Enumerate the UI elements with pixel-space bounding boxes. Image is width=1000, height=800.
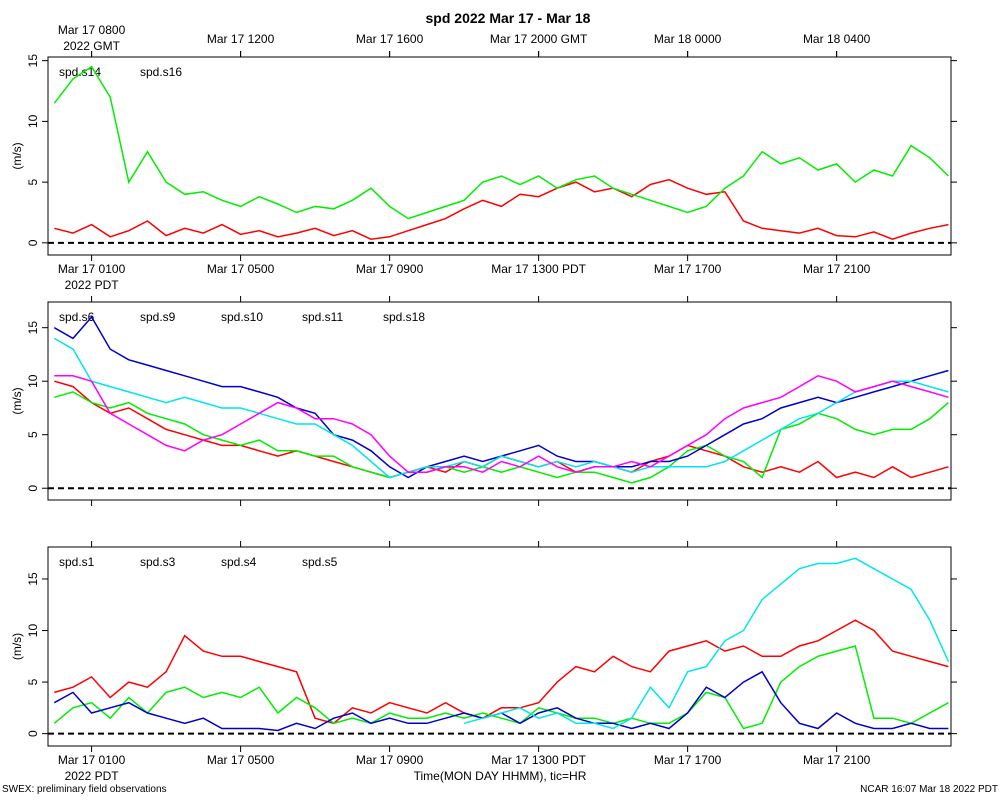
page-title: spd 2022 Mar 17 - Mar 18: [426, 10, 591, 26]
y-tick-label: 5: [26, 678, 40, 685]
series-line: [53, 315, 949, 479]
series-line: [53, 645, 949, 730]
series-line: [54, 178, 949, 240]
x-tick-label: Mar 17 0900: [356, 753, 424, 767]
y-axis-label: (m/s): [10, 633, 24, 660]
series-line: [53, 337, 949, 479]
y-tick-label: 5: [26, 431, 40, 438]
x2-tick-label: Mar 17 1200: [207, 32, 275, 46]
y-tick-label: 10: [26, 374, 40, 388]
y-tick-label: 10: [26, 624, 40, 638]
y-tick-label: 15: [26, 321, 40, 335]
legend-entry: spd.s4: [221, 555, 257, 569]
x2-axis-sublabel: 2022 GMT: [63, 39, 120, 53]
legend-entry: spd.s9: [140, 310, 176, 324]
legend-entry: spd.s3: [140, 555, 176, 569]
y-tick-label: 15: [26, 54, 40, 68]
legend-entry: spd.s5: [302, 555, 338, 569]
x2-tick-label: Mar 17 0800: [58, 23, 126, 37]
y-axis-label: (m/s): [10, 387, 24, 414]
x-tick-label: Mar 17 1300 PDT: [491, 262, 586, 276]
series-line: [54, 619, 949, 725]
y-tick-label: 15: [26, 572, 40, 586]
series-line: [54, 380, 949, 479]
plot-frame: [47, 56, 952, 256]
legend-entry: spd.s11: [302, 310, 343, 324]
series-line: [53, 670, 949, 732]
y-tick-label: 0: [26, 730, 40, 737]
x-tick-label: Mar 17 1700: [654, 753, 722, 767]
x-tick-label: Mar 17 2100: [803, 753, 871, 767]
x2-tick-label: Mar 17 1600: [356, 32, 424, 46]
x-tick-label: Mar 17 0500: [207, 262, 275, 276]
plot-frame: [47, 546, 952, 747]
x-axis-sublabel: 2022 PDT: [65, 278, 120, 292]
series-line: [54, 374, 949, 474]
x-tick-label: Mar 17 2100: [803, 262, 871, 276]
y-tick-label: 0: [26, 485, 40, 492]
x-tick-label: Mar 17 0100: [58, 262, 126, 276]
legend-entry: spd.s16: [140, 65, 182, 79]
y-axis-label: (m/s): [10, 142, 24, 169]
x-tick-label: Mar 17 0900: [356, 262, 424, 276]
x-axis-label: Time(MON DAY HHMM), tic=HR: [414, 769, 587, 783]
y-tick-label: 5: [26, 178, 40, 185]
series-line: [53, 65, 949, 220]
x-tick-label: Mar 17 1300 PDT: [491, 753, 586, 767]
series-line: [54, 391, 949, 484]
y-tick-label: 10: [26, 114, 40, 128]
x2-tick-label: Mar 18 0400: [803, 32, 871, 46]
footer-left: SWEX: preliminary field observations: [2, 784, 167, 795]
legend-entry: spd.s14: [59, 65, 101, 79]
series-line: [463, 557, 950, 730]
x-tick-label: Mar 17 0500: [207, 753, 275, 767]
plot-frame: [47, 301, 952, 501]
legend-entry: spd.s6: [59, 310, 95, 324]
legend-entry: spd.s1: [59, 555, 95, 569]
legend-entry: spd.s10: [221, 310, 263, 324]
footer-right: NCAR 16:07 Mar 18 2022 PDT: [860, 784, 998, 795]
legend-entry: spd.s18: [383, 310, 425, 324]
x-tick-label: Mar 17 1700: [654, 262, 722, 276]
x-axis-sublabel: 2022 PDT: [65, 769, 120, 783]
x2-tick-label: Mar 17 2000 GMT: [490, 32, 588, 46]
x2-tick-label: Mar 18 0000: [654, 32, 722, 46]
x-tick-label: Mar 17 0100: [58, 753, 126, 767]
y-tick-label: 0: [26, 239, 40, 246]
